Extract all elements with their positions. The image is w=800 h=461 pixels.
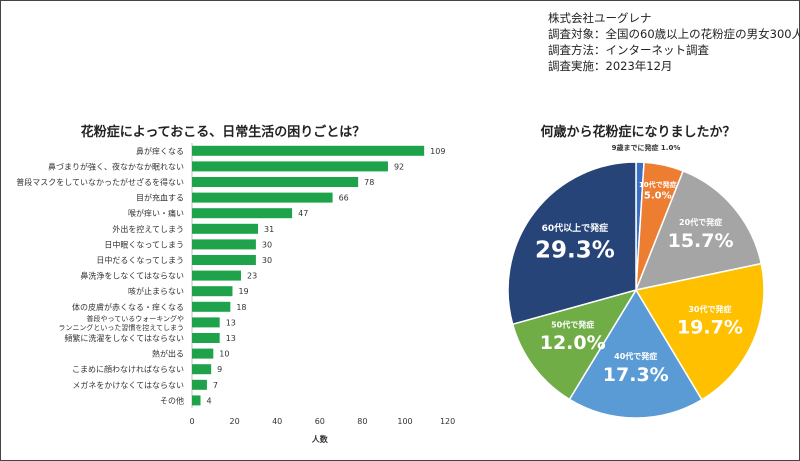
bar — [192, 301, 231, 312]
category-label: 普段やっているウォーキングやランニングといった習慣を控えてしまう — [58, 314, 184, 332]
pie-slice-label: 10代で発症 — [639, 180, 677, 189]
x-tick-label: 100 — [397, 417, 412, 426]
pie-slice — [507, 161, 637, 326]
category-label: 鼻が痒くなる — [136, 146, 184, 156]
bar-value-label: 30 — [262, 240, 272, 249]
bar — [192, 255, 256, 265]
pie-slice-value: 12.0% — [540, 332, 606, 354]
category-label: 咳が止まらない — [128, 286, 184, 296]
bar-value-label: 47 — [298, 209, 308, 218]
bar-chart-title: 花粉症によっておこる、日常生活の困りごとは？ — [81, 124, 366, 140]
category-label: その他 — [160, 395, 184, 405]
pie-slice — [634, 262, 765, 401]
pie-slice — [511, 288, 638, 401]
pie-slice-value: 17.3% — [603, 364, 669, 386]
pie-slice-label: 20代で発症 — [679, 217, 722, 227]
category-label: 体の皮膚が赤くなる・痒くなる — [72, 302, 184, 312]
category-label: 喉が痒い・痛い — [128, 208, 184, 218]
pie-slice-label: 30代で発症 — [688, 304, 731, 314]
bar-value-label: 9 — [217, 365, 222, 374]
pie-slice-label: 50代で発症 — [551, 319, 594, 329]
pie-slice-label: 40代で発症 — [614, 351, 657, 361]
pie-chart: 何歳から花粉症になりましたか？ 9歳までに発症 1.0% 10代で発症 5.0% 20代… — [507, 124, 765, 419]
bar-value-label: 66 — [339, 194, 349, 203]
x-tick-label: 60 — [315, 417, 325, 426]
bar-value-label: 13 — [226, 334, 236, 343]
category-label: 目が充血する — [136, 193, 184, 203]
category-label: メガネをかけなくてはならない — [72, 380, 184, 390]
pie-slice-value: 5.0% — [644, 191, 672, 202]
x-tick-label: 80 — [357, 417, 367, 426]
bar-value-label: 92 — [394, 162, 404, 171]
category-label: 日中だるくなってしまう — [96, 255, 184, 265]
bar-value-label: 10 — [219, 350, 229, 359]
survey-info: 株式会社ユーグレナ 調査対象：全国の60歳以上の花粉症の男女300人 調査方法：… — [548, 10, 800, 74]
pie-slice — [568, 288, 703, 419]
bar-value-label: 19 — [238, 287, 248, 296]
x-tick-label: 120 — [440, 417, 455, 426]
bar — [192, 333, 220, 343]
pie-slice-value: 19.7% — [677, 317, 743, 339]
bar — [192, 379, 207, 390]
category-label: 外出を控えてしまう — [112, 224, 184, 234]
pie-chart-title: 何歳から花粉症になりましたか？ — [540, 124, 735, 140]
survey-target: 調査対象：全国の60歳以上の花粉症の男女300人 — [548, 27, 800, 41]
category-label: 鼻洗浄をしなくてはならない — [80, 271, 184, 281]
x-tick-label: 0 — [189, 417, 194, 426]
bar-value-label: 109 — [430, 147, 445, 156]
bar — [192, 192, 333, 203]
bar-value-label: 7 — [213, 381, 218, 390]
bar — [192, 177, 359, 187]
bar-value-label: 31 — [264, 225, 274, 234]
bar — [192, 286, 233, 297]
bar-value-label: 13 — [226, 318, 236, 327]
bar — [192, 364, 212, 375]
x-tick-label: 40 — [272, 417, 282, 426]
bar-value-label: 23 — [247, 272, 257, 281]
bar — [192, 208, 293, 219]
bar — [192, 395, 201, 406]
survey-company: 株式会社ユーグレナ — [548, 11, 652, 25]
category-label: こまめに顔わなければならない — [72, 364, 184, 374]
x-tick-label: 20 — [230, 417, 240, 426]
category-label: 普段マスクをしていなかったがせざるを得ない — [16, 177, 184, 187]
pie-slice-label: 60代以上で発症 — [542, 222, 609, 234]
survey-method: 調査方法：インターネット調査 — [548, 43, 709, 57]
pie-slice-value: 29.3% — [535, 237, 615, 263]
pie-slice-value: 15.7% — [668, 230, 734, 252]
survey-date: 調査実施：2023年12月 — [548, 59, 673, 73]
category-label: 日中眠くなってしまう — [104, 239, 184, 249]
category-label: 鼻づまりが強く、夜なかなか眠れない — [48, 161, 184, 171]
bar-value-label: 4 — [207, 396, 212, 405]
category-label: 頻繁に洗濯をしなくてはならない — [64, 333, 184, 343]
bar — [192, 161, 388, 172]
bar — [192, 223, 259, 234]
bar — [192, 239, 256, 250]
bar — [192, 348, 214, 359]
bar-chart: 花粉症によっておこる、日常生活の困りごとは？109鼻が痒くなる92鼻づまりが強く… — [16, 124, 455, 444]
bar — [192, 145, 425, 156]
pie-slice-label: 9歳までに発症 1.0% — [612, 143, 681, 152]
bar — [192, 317, 220, 328]
bar-value-label: 30 — [262, 256, 272, 265]
category-label: 熱が出る — [152, 349, 184, 359]
bar-value-label: 18 — [236, 303, 246, 312]
bar-value-label: 78 — [364, 178, 374, 187]
bar — [192, 270, 241, 281]
pie-slice — [634, 170, 763, 292]
x-axis-label: 人数 — [312, 434, 329, 444]
